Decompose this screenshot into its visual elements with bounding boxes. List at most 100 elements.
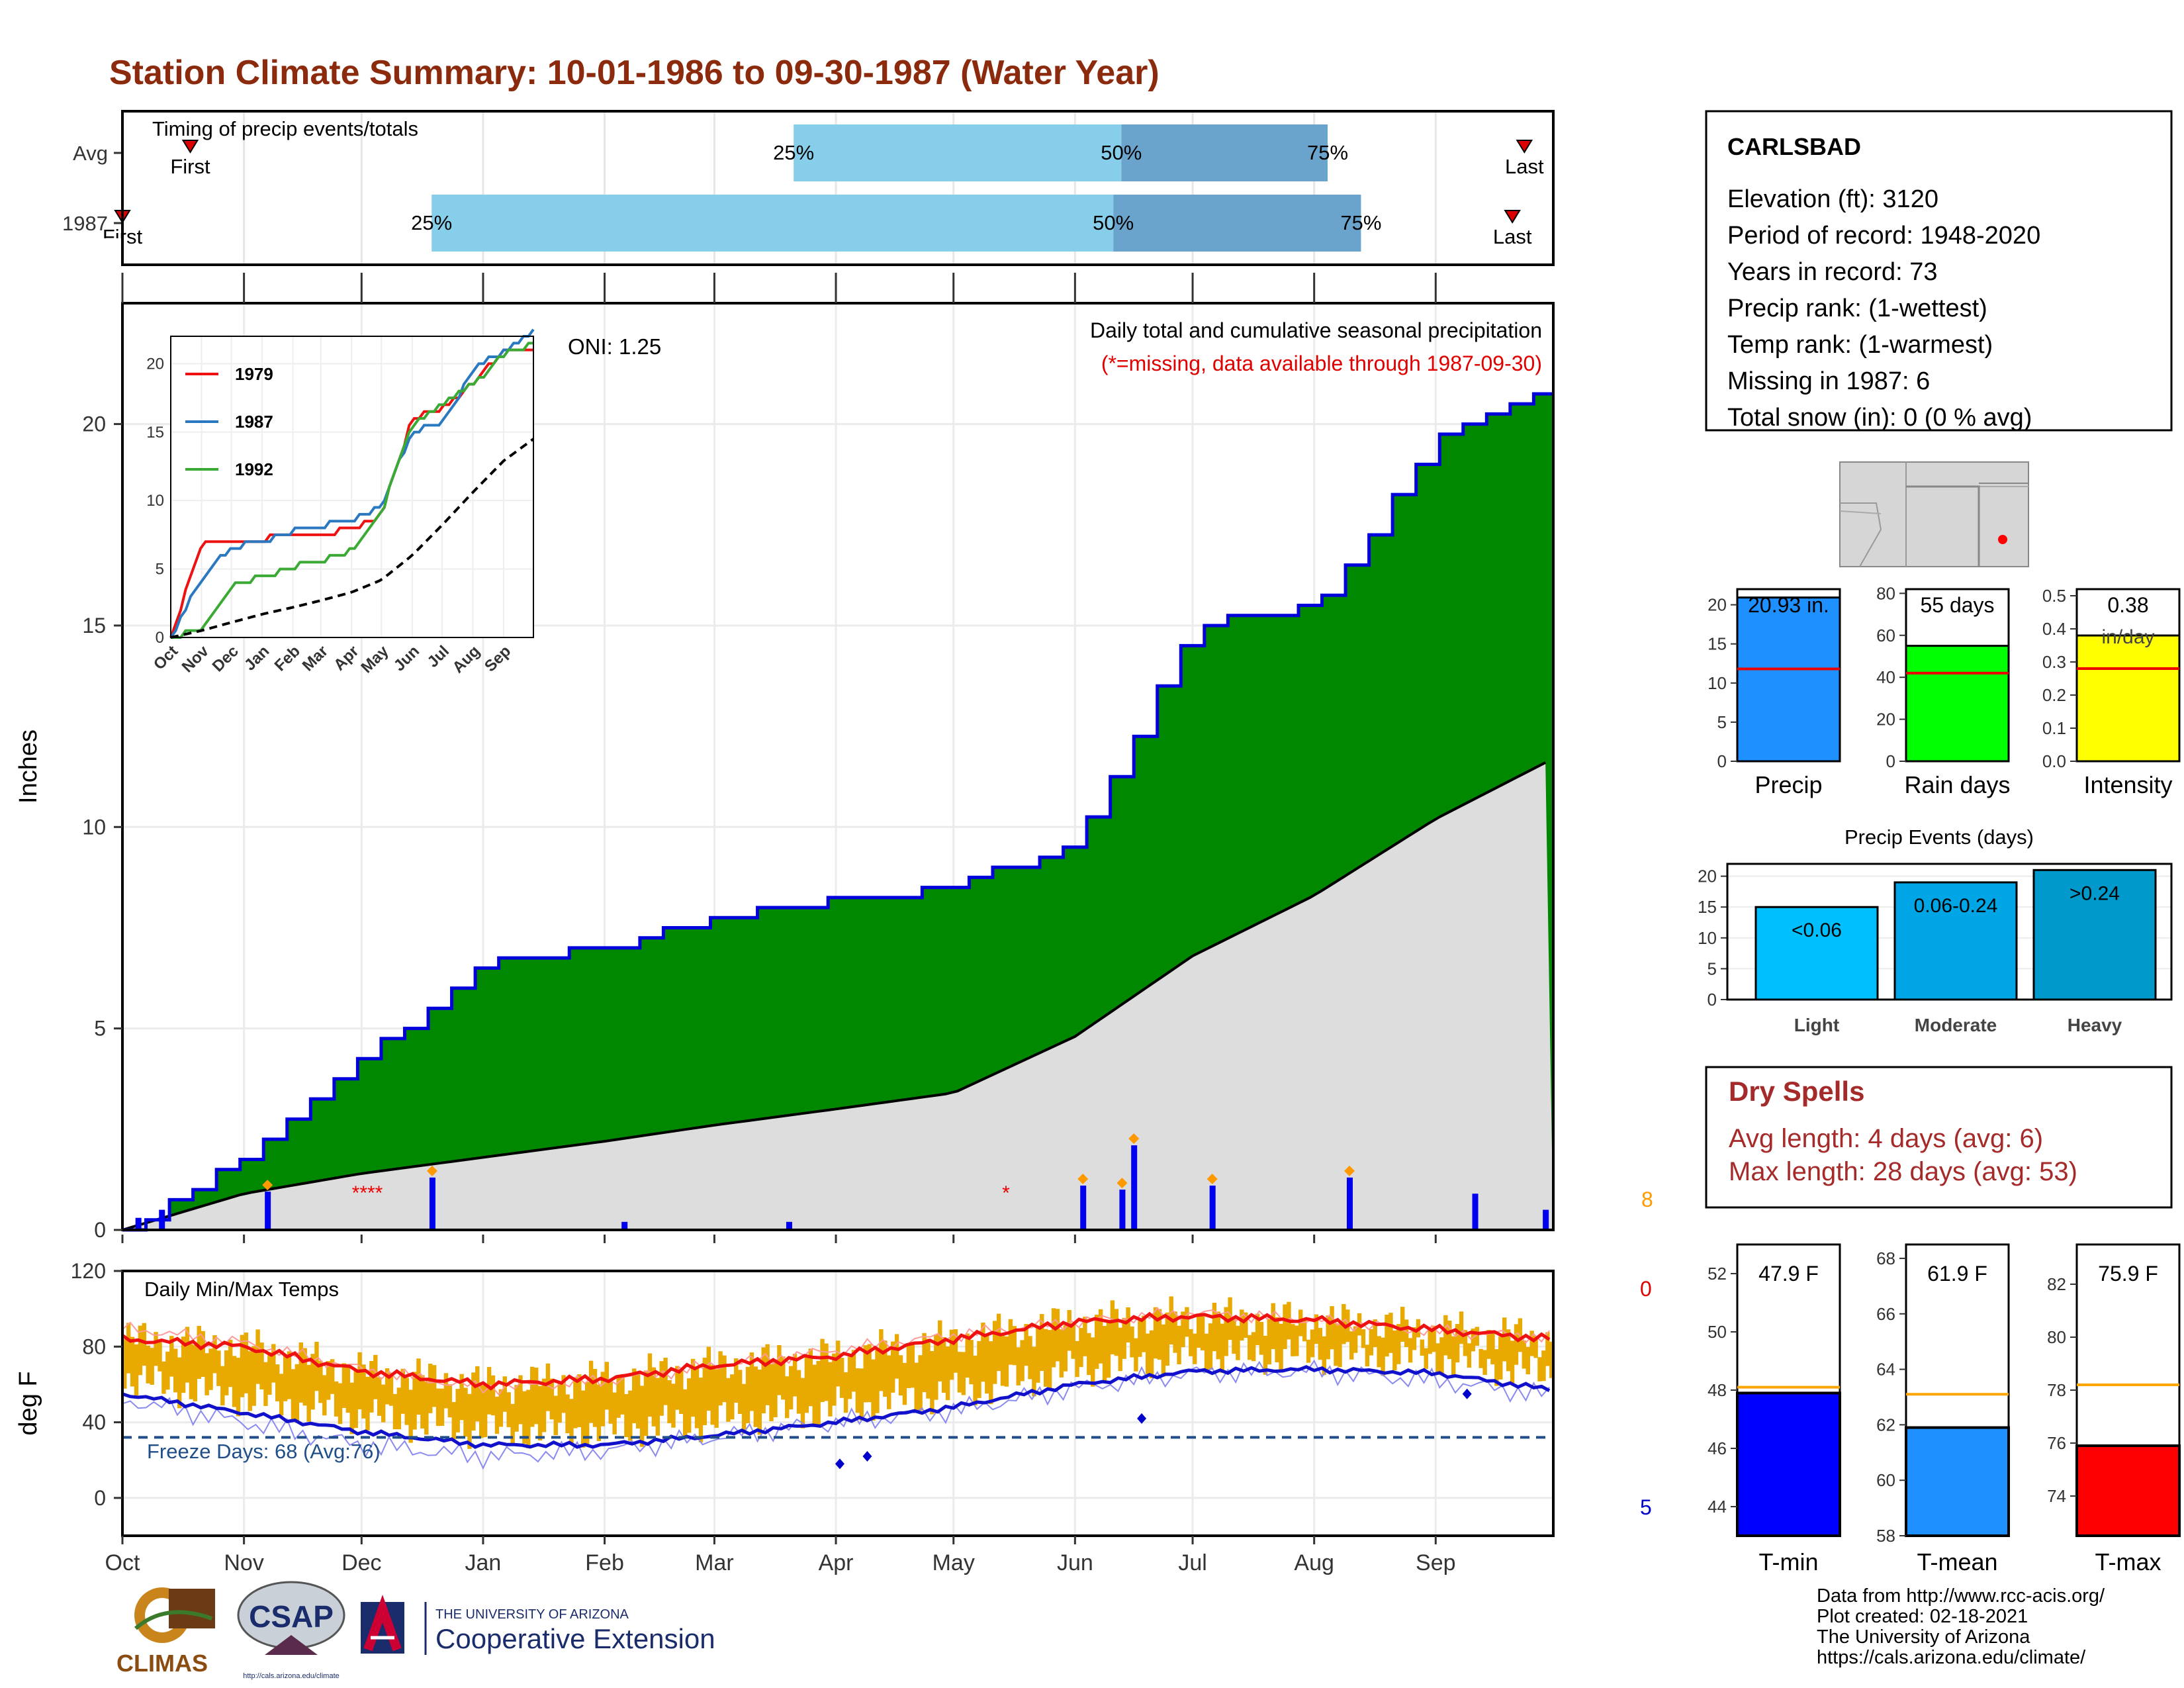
daily-temp-bar (549, 1378, 555, 1420)
daily-temp-bar (702, 1357, 707, 1425)
daily-temp-bar (451, 1402, 456, 1440)
daily-temp-bar (537, 1385, 543, 1441)
missing-count: 8 (1641, 1188, 1653, 1211)
daily-temp-bar (730, 1374, 735, 1420)
daily-precip-bar (135, 1217, 142, 1230)
daily-temp-bar (577, 1374, 582, 1427)
month-label: Sep (1416, 1550, 1456, 1575)
daily-temp-bar (251, 1346, 256, 1406)
daily-temp-bar (1114, 1309, 1119, 1356)
daily-temp-bar (447, 1384, 453, 1418)
stat-bar-fill (1736, 596, 1841, 763)
record-low-marker (1137, 1413, 1147, 1424)
daily-temp-bar (482, 1385, 488, 1438)
daily-record-marker (1343, 1165, 1355, 1176)
daily-temp-bar (671, 1383, 676, 1428)
daily-temp-bar (1514, 1324, 1519, 1365)
daily-temp-bar (910, 1344, 915, 1388)
daily-temp-bar (887, 1355, 891, 1409)
last-event-label: Last (1493, 225, 1532, 248)
daily-temp-bar (643, 1370, 649, 1436)
daily-temp-bar (322, 1375, 327, 1416)
daily-temp-bar (1173, 1311, 1177, 1353)
daily-temp-bar (785, 1376, 790, 1419)
daily-temp-bar (624, 1394, 629, 1437)
daily-temp-bar (212, 1335, 217, 1374)
inset-ytick-label: 15 (146, 424, 164, 442)
daily-temp-bar (879, 1329, 884, 1391)
daily-temp-bar (635, 1372, 641, 1429)
ua-logo: THE UNIVERSITY OF ARIZONA Cooperative Ex… (361, 1595, 715, 1655)
daily-temp-bar (592, 1368, 598, 1427)
footer-line: https://cals.arizona.edu/climate/ (1817, 1647, 2086, 1668)
daily-temp-bar (1165, 1312, 1170, 1366)
daily-temp-bar (1259, 1322, 1264, 1355)
daily-temp-bar (1208, 1323, 1213, 1370)
daily-temp-bar (1043, 1329, 1048, 1387)
stat-bar-ytick-label: 0.1 (2042, 718, 2066, 738)
station-info-line: Temp rank: (1-warmest) (1727, 331, 1993, 359)
daily-temp-bar (161, 1361, 166, 1394)
daily-temp-bar (1024, 1324, 1028, 1366)
daily-temp-bar (283, 1354, 288, 1401)
daily-precip-bar (1080, 1186, 1087, 1230)
events-ytick-label: 15 (1698, 897, 1717, 917)
daily-temp-bar (1118, 1327, 1122, 1372)
daily-temp-bar (357, 1352, 362, 1409)
precip-ytick-label: 15 (82, 614, 106, 637)
daily-temp-bar (1102, 1326, 1107, 1382)
daily-temp-bar (1541, 1350, 1546, 1382)
events-bar (2032, 868, 2157, 1001)
daily-temp-bar (443, 1373, 449, 1409)
oni-label: ONI: 1.25 (568, 334, 661, 359)
climas-logo: CLIMAS (116, 1587, 215, 1677)
daily-temp-bar (169, 1336, 174, 1377)
stat-bar-value: 0.38 (2107, 593, 2148, 617)
daily-temp-bar (302, 1348, 307, 1406)
temp-stat-ytick-label: 48 (1707, 1380, 1727, 1400)
first-event-label: First (170, 155, 210, 178)
temp-stat-fill (1736, 1391, 1841, 1537)
daily-precip-bar (265, 1192, 271, 1230)
daily-temp-bar (938, 1320, 942, 1382)
daily-temp-bar (1145, 1333, 1150, 1374)
daily-temp-bar (154, 1332, 158, 1366)
daily-temp-bar (1087, 1333, 1091, 1376)
daily-temp-bar (1463, 1330, 1468, 1356)
daily-temp-bar (432, 1365, 437, 1407)
daily-temp-bar (1255, 1313, 1260, 1345)
daily-temp-bar (1149, 1330, 1154, 1378)
daily-temp-bar (275, 1364, 280, 1401)
daily-temp-bar (608, 1382, 613, 1424)
stat-bar-ytick-label: 10 (1707, 673, 1727, 693)
last-event-marker (1516, 140, 1533, 154)
daily-precip-bar (786, 1221, 792, 1230)
daily-temp-bar (1094, 1315, 1099, 1369)
stat-bar-ytick-label: 0 (1717, 751, 1727, 771)
daily-temp-bar (816, 1360, 821, 1425)
csap-logo: CSAP http://cals.arizona.edu/climate (237, 1581, 345, 1680)
events-title: Precip Events (days) (1844, 825, 2034, 849)
daily-temp-bar (788, 1366, 794, 1410)
daily-temp-bar (1224, 1307, 1228, 1356)
daily-temp-bar (459, 1374, 464, 1421)
month-label: Dec (341, 1550, 381, 1575)
daily-temp-bar (565, 1394, 570, 1434)
daily-temp-bar (902, 1362, 907, 1405)
record-low-marker (862, 1451, 872, 1462)
temp-stat-ytick-label: 80 (2047, 1327, 2066, 1347)
daily-temp-bar (628, 1390, 633, 1441)
daily-temp-bar (236, 1358, 241, 1417)
stat-bar-ytick-label: 0.2 (2042, 685, 2066, 705)
dry-spells-title: Dry Spells (1729, 1076, 1864, 1107)
daily-temp-bar (914, 1362, 919, 1411)
daily-temp-bar (1310, 1329, 1315, 1358)
csap-url: http://cals.arizona.edu/climate (243, 1672, 340, 1680)
daily-temp-bar (255, 1329, 260, 1384)
daily-temp-bar (941, 1337, 946, 1393)
stat-bar-ytick-label: 60 (1876, 626, 1895, 645)
daily-temp-bar (588, 1360, 594, 1423)
temp-stat-ytick-label: 58 (1876, 1526, 1895, 1546)
daily-temp-bar (510, 1403, 515, 1445)
